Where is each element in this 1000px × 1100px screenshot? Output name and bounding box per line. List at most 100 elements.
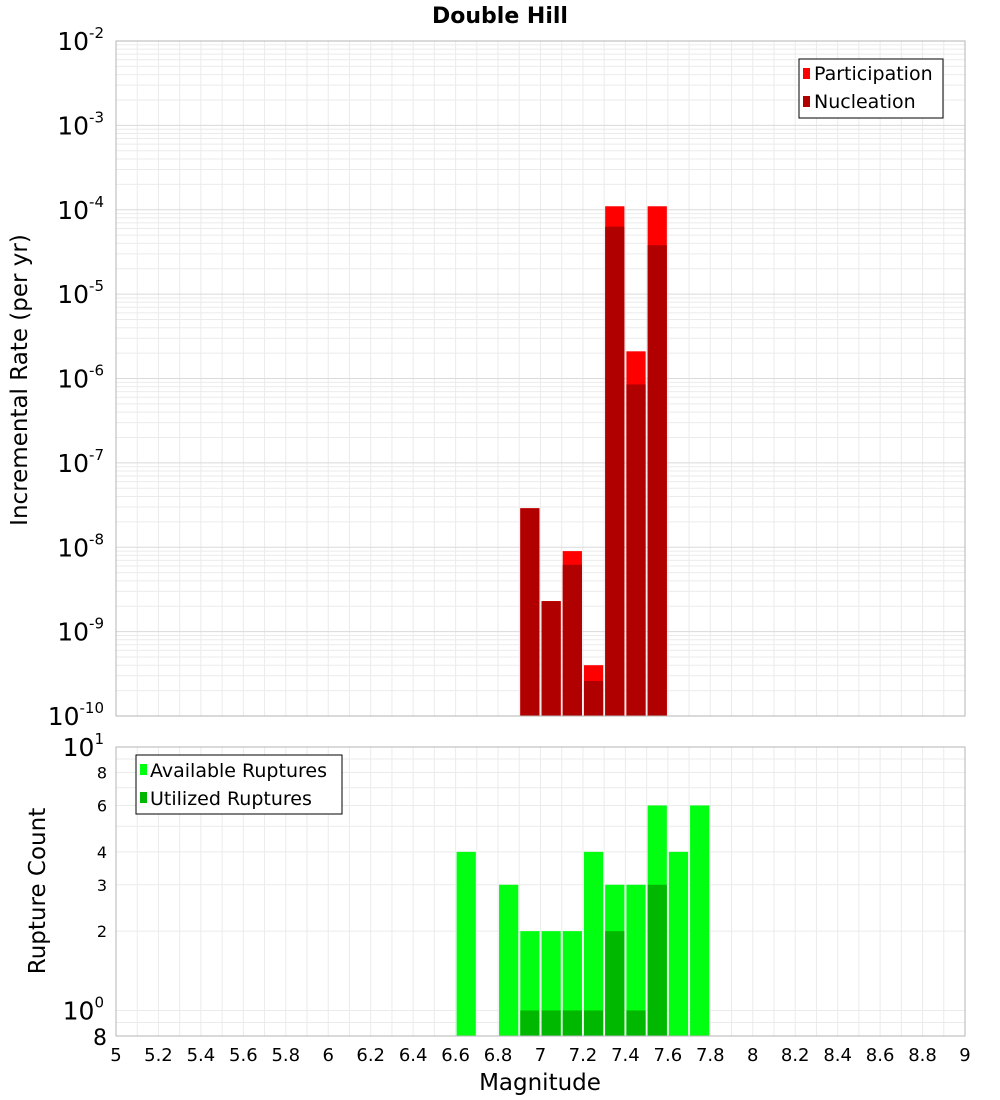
top-y-axis-label: Incremental Rate (per yr) xyxy=(7,234,33,526)
bottom-legend: Available Ruptures Utilized Ruptures xyxy=(135,754,343,815)
nucleation-bar xyxy=(541,601,561,716)
top-y-tick-label: 10-5 xyxy=(57,277,104,309)
top-y-tick-exponent: -7 xyxy=(89,446,104,464)
available-bar xyxy=(520,931,540,1036)
top-bars xyxy=(520,206,667,717)
bottom-y-tick-label: 100 xyxy=(63,993,104,1025)
available-bar xyxy=(668,851,689,1036)
top-y-tick-label: 10-7 xyxy=(57,446,104,478)
top-y-tick-base: 10 xyxy=(57,280,89,309)
x-tick-label: 5.6 xyxy=(229,1045,258,1066)
x-tick-label: 7.8 xyxy=(696,1045,725,1066)
x-tick-label: 6.2 xyxy=(356,1045,385,1066)
top-grid xyxy=(115,41,966,717)
utilized-bar xyxy=(541,1010,561,1036)
top-legend-box xyxy=(798,58,944,119)
nucleation-bar xyxy=(520,508,540,716)
x-tick-label: 8.6 xyxy=(866,1045,895,1066)
bottom-y-tick-label: 4 xyxy=(97,843,107,862)
bottom-y-tick-base: 10 xyxy=(63,996,95,1025)
top-y-tick-exponent: -10 xyxy=(80,699,105,717)
available-legend-swatch xyxy=(140,764,147,775)
nucleation-legend-label: Nucleation xyxy=(814,91,916,113)
top-y-tick-label: 10-8 xyxy=(57,530,104,562)
bottom-y-tick-base: 10 xyxy=(63,733,95,762)
nucleation-bar xyxy=(583,680,604,716)
available-bar xyxy=(583,851,604,1036)
x-tick-label: 8.4 xyxy=(823,1045,852,1066)
available-legend-label: Available Ruptures xyxy=(150,760,327,782)
top-y-tick-exponent: -2 xyxy=(89,24,104,42)
bottom-plot-frame xyxy=(115,746,966,1037)
available-bar xyxy=(541,931,561,1036)
bottom-y-tick-label: 2 xyxy=(97,922,107,941)
utilized-bar xyxy=(520,1010,540,1036)
bottom-y-tick-exponent: 0 xyxy=(94,993,104,1011)
x-tick-label: 5 xyxy=(110,1045,121,1066)
utilized-bar xyxy=(583,1010,604,1036)
x-tick-label: 6 xyxy=(323,1045,334,1066)
top-y-tick-exponent: -9 xyxy=(89,615,104,633)
top-y-tick-base: 10 xyxy=(57,111,89,140)
top-y-tick-base: 10 xyxy=(57,533,89,562)
bottom-y-tick-label: 8 xyxy=(93,1026,107,1051)
x-tick-label: 5.4 xyxy=(187,1045,216,1066)
x-tick-label: 6.4 xyxy=(399,1045,428,1066)
top-y-tick-exponent: -6 xyxy=(89,362,104,380)
top-y-tick-base: 10 xyxy=(48,702,80,731)
x-axis-label: Magnitude xyxy=(479,1070,601,1096)
top-y-tick-base: 10 xyxy=(57,365,89,394)
x-tick-label: 9 xyxy=(959,1045,970,1066)
available-bar xyxy=(499,884,519,1036)
x-tick-label: 7.6 xyxy=(654,1045,683,1066)
nucleation-bar xyxy=(605,226,625,716)
utilized-bar xyxy=(562,1010,582,1036)
top-y-tick-label: 10-2 xyxy=(57,24,104,56)
bottom-y-axis-label: Rupture Count xyxy=(25,808,51,974)
participation-legend-swatch xyxy=(803,68,810,79)
x-tick-label: 5.8 xyxy=(271,1045,300,1066)
nucleation-bar xyxy=(626,384,646,716)
bottom-y-tick-label: 101 xyxy=(63,730,104,762)
top-y-tick-label: 10-4 xyxy=(57,193,104,225)
top-y-tick-base: 10 xyxy=(57,618,89,647)
utilized-legend-swatch xyxy=(140,792,147,803)
top-y-tick-label: 10-9 xyxy=(57,615,104,647)
utilized-bar xyxy=(626,1010,646,1036)
bottom-y-tick-exponent: 1 xyxy=(94,730,104,748)
x-tick-label: 6.6 xyxy=(441,1045,470,1066)
available-bar xyxy=(562,931,582,1036)
top-y-tick-base: 10 xyxy=(57,27,89,56)
available-bar xyxy=(456,851,476,1036)
top-y-tick-label: 10-10 xyxy=(48,699,104,731)
x-tick-label: 8.2 xyxy=(781,1045,810,1066)
available-bar xyxy=(626,884,646,1036)
top-y-tick-base: 10 xyxy=(57,449,89,478)
bottom-bars xyxy=(456,805,710,1036)
bottom-x-ticks: 5 5.2 5.4 5.6 5.8 6 6.2 6.4 6.6 6.8 7 7.2 7.4 7.6 7.8 8… xyxy=(110,1045,970,1066)
top-y-tick-exponent: -8 xyxy=(89,530,104,548)
utilized-bar xyxy=(605,931,625,1036)
x-tick-label: 7.4 xyxy=(611,1045,640,1066)
participation-legend-label: Participation xyxy=(814,63,933,85)
x-tick-label: 7.2 xyxy=(569,1045,598,1066)
nucleation-bar xyxy=(647,245,667,717)
x-tick-label: 7 xyxy=(535,1045,546,1066)
top-y-tick-exponent: -5 xyxy=(89,277,104,295)
bottom-y-tick-label: 3 xyxy=(97,876,107,895)
top-y-tick-exponent: -4 xyxy=(89,193,104,211)
top-plot-frame xyxy=(115,40,966,717)
available-bar xyxy=(690,805,710,1036)
nucleation-legend-swatch xyxy=(803,96,810,107)
utilized-legend-label: Utilized Ruptures xyxy=(150,788,312,810)
top-y-ticks: 10-210-310-410-510-610-710-810-910-10 xyxy=(48,24,104,731)
x-tick-label: 6.8 xyxy=(484,1045,513,1066)
top-y-tick-label: 10-6 xyxy=(57,362,104,394)
top-legend: Participation Nucleation xyxy=(798,58,944,119)
bottom-y-tick-label: 6 xyxy=(97,796,107,815)
top-y-tick-exponent: -3 xyxy=(89,108,104,126)
chart-title: Double Hill xyxy=(432,4,568,29)
x-tick-label: 5.2 xyxy=(144,1045,173,1066)
